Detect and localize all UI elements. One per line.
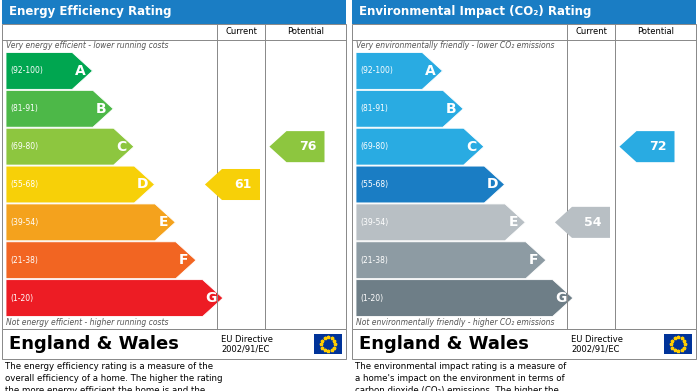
Text: Current: Current	[225, 27, 257, 36]
Text: B: B	[96, 102, 106, 116]
Text: England & Wales: England & Wales	[359, 335, 529, 353]
Text: Potential: Potential	[287, 27, 324, 36]
Text: (69-80): (69-80)	[360, 142, 388, 151]
Polygon shape	[205, 169, 260, 200]
Text: G: G	[555, 291, 566, 305]
Text: Not energy efficient - higher running costs: Not energy efficient - higher running co…	[6, 318, 169, 327]
Text: (92-100): (92-100)	[10, 66, 43, 75]
Text: F: F	[529, 253, 538, 267]
Text: (1-20): (1-20)	[10, 294, 33, 303]
Text: F: F	[179, 253, 188, 267]
Text: (92-100): (92-100)	[360, 66, 393, 75]
Text: 61: 61	[234, 178, 252, 191]
Polygon shape	[6, 166, 155, 203]
Text: E: E	[158, 215, 168, 230]
Polygon shape	[6, 128, 134, 165]
Polygon shape	[356, 280, 573, 316]
Polygon shape	[6, 242, 196, 279]
Text: Potential: Potential	[637, 27, 674, 36]
Text: Not environmentally friendly - higher CO₂ emissions: Not environmentally friendly - higher CO…	[356, 318, 554, 327]
Text: 2002/91/EC: 2002/91/EC	[221, 344, 270, 353]
Polygon shape	[6, 204, 175, 241]
Text: 2002/91/EC: 2002/91/EC	[571, 344, 620, 353]
FancyBboxPatch shape	[314, 334, 342, 354]
FancyBboxPatch shape	[352, 24, 696, 329]
Text: C: C	[467, 140, 477, 154]
Polygon shape	[270, 131, 325, 162]
Text: 72: 72	[649, 140, 666, 153]
Text: Very environmentally friendly - lower CO₂ emissions: Very environmentally friendly - lower CO…	[356, 41, 554, 50]
Text: D: D	[136, 178, 148, 192]
Text: 76: 76	[299, 140, 316, 153]
Text: Energy Efficiency Rating: Energy Efficiency Rating	[9, 5, 171, 18]
Text: C: C	[117, 140, 127, 154]
Polygon shape	[356, 128, 484, 165]
FancyBboxPatch shape	[2, 0, 346, 24]
Polygon shape	[6, 280, 223, 316]
Polygon shape	[6, 90, 113, 127]
FancyBboxPatch shape	[352, 0, 696, 24]
Text: (55-68): (55-68)	[360, 180, 388, 189]
Polygon shape	[555, 207, 610, 238]
Polygon shape	[356, 90, 463, 127]
Text: (55-68): (55-68)	[10, 180, 38, 189]
Text: 54: 54	[584, 216, 602, 229]
Text: England & Wales: England & Wales	[9, 335, 179, 353]
Text: B: B	[446, 102, 456, 116]
Text: (21-38): (21-38)	[10, 256, 38, 265]
Text: Environmental Impact (CO₂) Rating: Environmental Impact (CO₂) Rating	[359, 5, 592, 18]
Text: (81-91): (81-91)	[10, 104, 38, 113]
Polygon shape	[6, 52, 92, 90]
Polygon shape	[620, 131, 675, 162]
Text: Very energy efficient - lower running costs: Very energy efficient - lower running co…	[6, 41, 169, 50]
Text: D: D	[486, 178, 498, 192]
Text: A: A	[75, 64, 85, 78]
FancyBboxPatch shape	[664, 334, 692, 354]
Text: (21-38): (21-38)	[360, 256, 388, 265]
Polygon shape	[356, 166, 505, 203]
Text: Current: Current	[575, 27, 607, 36]
Text: EU Directive: EU Directive	[221, 334, 273, 344]
Text: The energy efficiency rating is a measure of the
overall efficiency of a home. T: The energy efficiency rating is a measur…	[5, 362, 223, 391]
Polygon shape	[356, 242, 546, 279]
Polygon shape	[356, 204, 525, 241]
Polygon shape	[356, 52, 442, 90]
Text: G: G	[205, 291, 216, 305]
FancyBboxPatch shape	[352, 329, 696, 359]
FancyBboxPatch shape	[2, 329, 346, 359]
Text: (1-20): (1-20)	[360, 294, 383, 303]
Text: E: E	[508, 215, 518, 230]
FancyBboxPatch shape	[2, 24, 346, 329]
Text: (69-80): (69-80)	[10, 142, 38, 151]
Text: (39-54): (39-54)	[10, 218, 38, 227]
Text: EU Directive: EU Directive	[571, 334, 623, 344]
Text: The environmental impact rating is a measure of
a home's impact on the environme: The environmental impact rating is a mea…	[355, 362, 567, 391]
Text: A: A	[425, 64, 435, 78]
Text: (81-91): (81-91)	[360, 104, 388, 113]
Text: (39-54): (39-54)	[360, 218, 389, 227]
